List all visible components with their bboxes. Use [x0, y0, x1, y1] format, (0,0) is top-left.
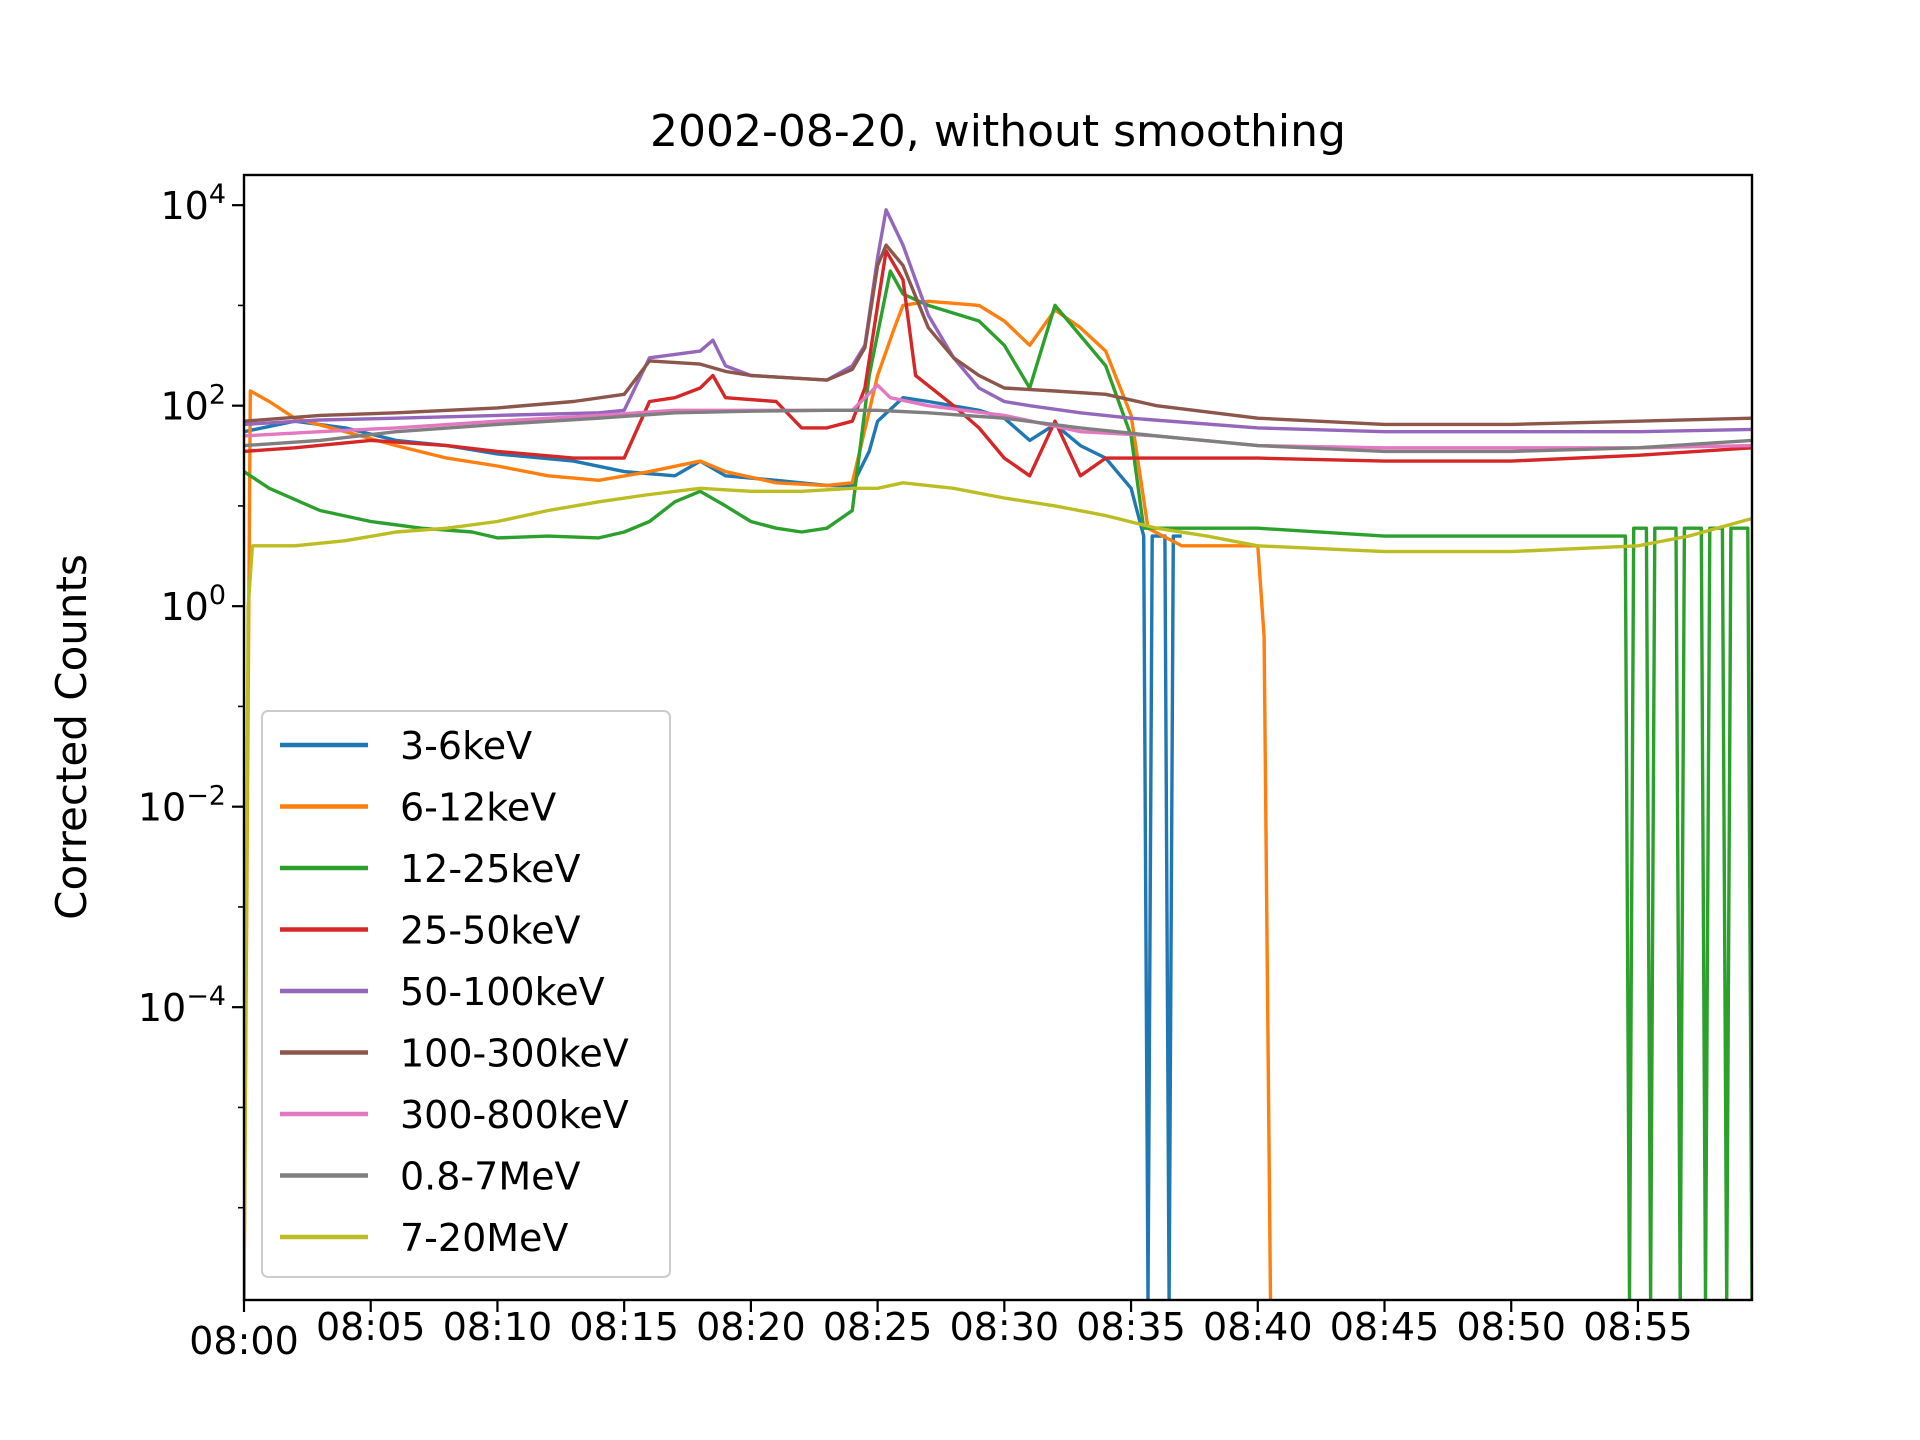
legend-frame: [261, 710, 671, 1278]
legend-label: 100-300keV: [400, 1032, 629, 1076]
series-line-100-300keV: [244, 243, 1752, 427]
x-tick-label: 08:15: [569, 1305, 679, 1349]
legend-label: 3-6keV: [400, 724, 532, 768]
legend-label: 50-100keV: [400, 970, 605, 1014]
y-tick-label: 100: [160, 580, 226, 629]
legend: 3-6keV 6-12keV 12-25keV 25-50keV 50-100keV 10…: [261, 710, 671, 1278]
x-tick-label: 08:10: [443, 1305, 553, 1349]
series-line-7-20MeV: [244, 481, 1752, 1300]
series-line-300-800keV: [244, 383, 1752, 450]
x-tick-label: 08:50: [1456, 1305, 1566, 1349]
series-line-6-12keV: [244, 299, 1273, 1300]
plot-frame: [242, 173, 1754, 1302]
series-line-25-50keV: [244, 249, 1752, 478]
y-tick-label: 104: [160, 179, 226, 228]
y-tick-label: 10−2: [138, 781, 226, 830]
x-tick-label: 08:35: [1076, 1305, 1186, 1349]
series-line-0.8-7MeV: [244, 408, 1752, 454]
x-tick-label: 08:20: [696, 1305, 806, 1349]
x-tick-label: 08:25: [823, 1305, 933, 1349]
y-axis: 10−4 10−2 100 102 104: [138, 179, 244, 1209]
x-tick-label: 08:30: [950, 1305, 1060, 1349]
legend-label: 300-800keV: [400, 1093, 629, 1137]
series-line-50-100keV: [244, 208, 1752, 434]
legend-label: 12-25keV: [400, 847, 580, 891]
x-tick-label: 08:05: [316, 1305, 426, 1349]
x-tick-label: 08:00: [189, 1319, 299, 1363]
y-tick-label: 102: [160, 380, 226, 429]
legend-label: 6-12keV: [400, 786, 556, 830]
y-tick-label: 10−4: [138, 981, 226, 1030]
x-axis: 08:00 08:05 08:10 08:15 08:20 08:25 08:30 08:35…: [189, 1300, 1693, 1363]
x-tick-label: 08:45: [1330, 1305, 1440, 1349]
x-tick-label: 08:55: [1583, 1305, 1693, 1349]
x-tick-label: 08:40: [1203, 1305, 1313, 1349]
y-axis-label: Corrected Counts: [47, 554, 96, 920]
legend-label: 0.8-7MeV: [400, 1155, 580, 1199]
legend-label: 25-50keV: [400, 909, 580, 953]
series-layer: [244, 208, 1752, 1300]
chart-title: 2002-08-20, without smoothing: [650, 106, 1346, 157]
legend-label: 7-20MeV: [400, 1216, 568, 1260]
